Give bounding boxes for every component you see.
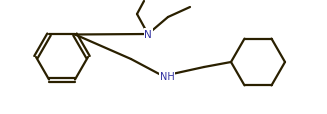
Text: NH: NH: [160, 71, 174, 81]
Text: N: N: [144, 30, 152, 40]
